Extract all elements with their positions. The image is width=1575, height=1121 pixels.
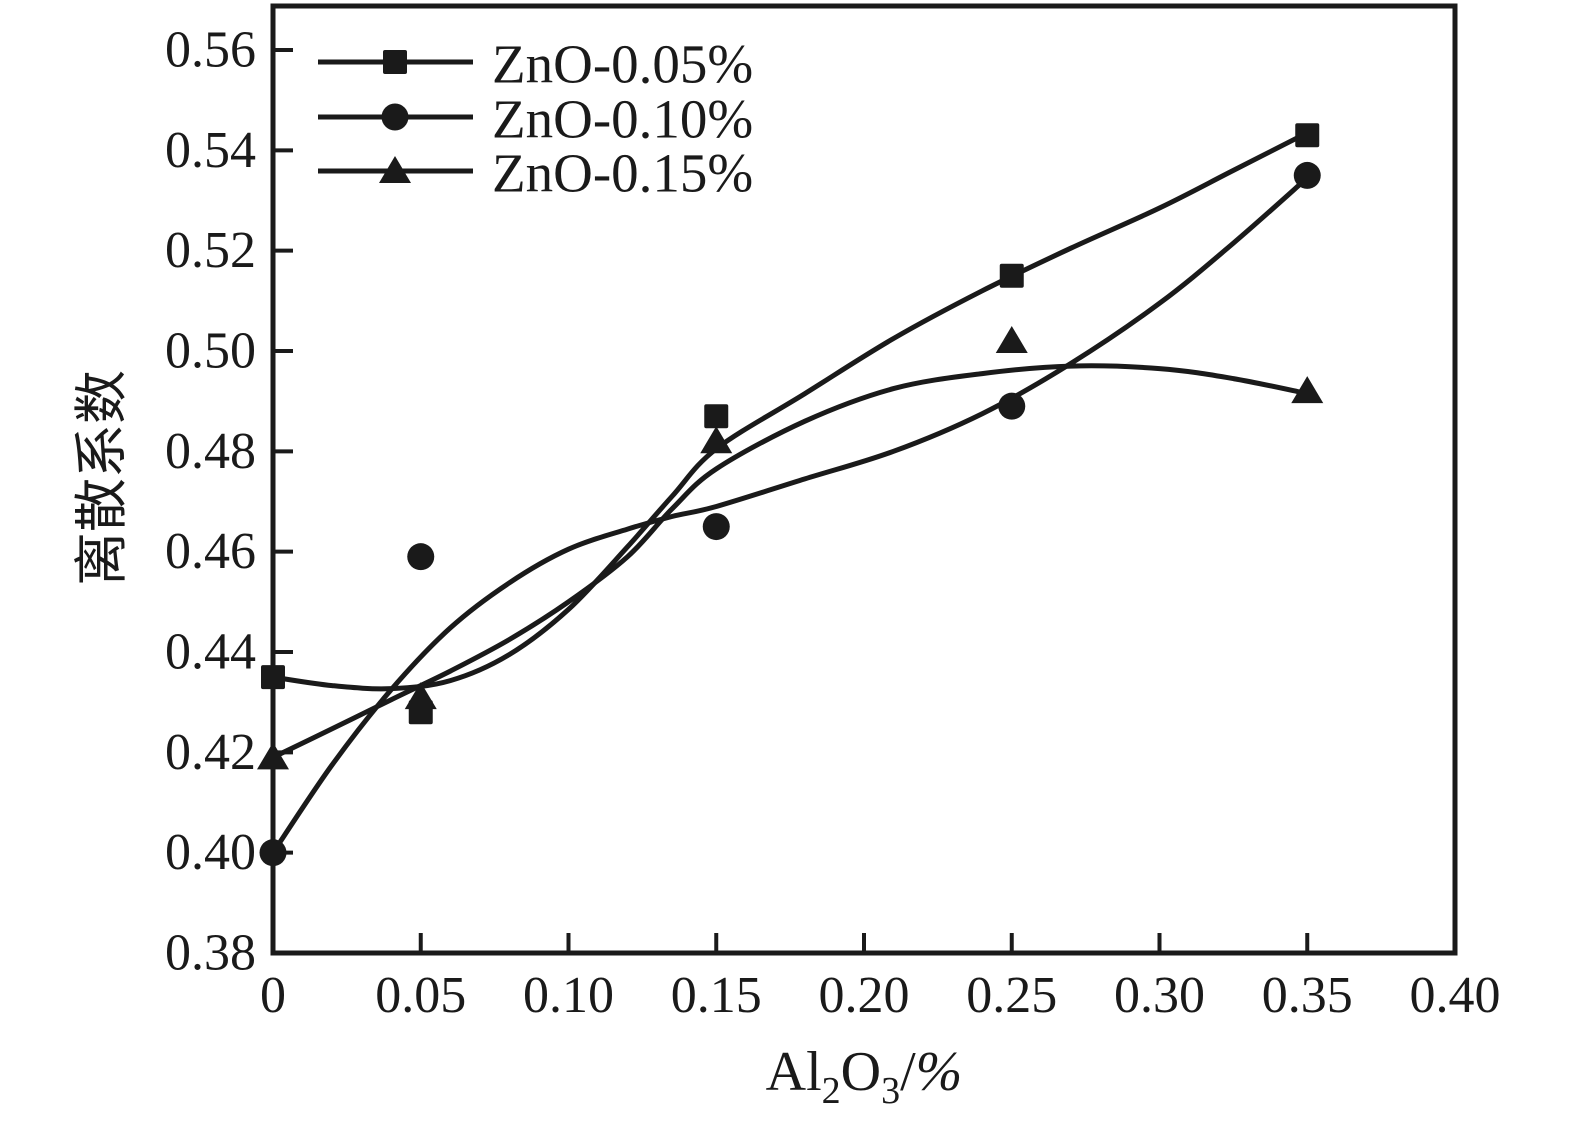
- data-point-circle: [407, 543, 435, 571]
- data-point-square: [704, 404, 729, 429]
- legend-item-label: ZnO-0.05%: [492, 34, 753, 95]
- legend-item-label: ZnO-0.15%: [492, 143, 753, 204]
- x-axis-tick-label: 0.25: [966, 967, 1057, 1024]
- data-point-circle: [702, 513, 730, 541]
- y-axis-tick-label: 0.46: [165, 523, 256, 580]
- x-axis-title-part: %: [916, 1041, 963, 1103]
- y-axis-tick-label: 0.38: [165, 925, 256, 982]
- y-axis-tick-label: 0.42: [165, 724, 256, 781]
- y-axis-tick-label: 0.48: [165, 423, 256, 480]
- x-axis-tick-label: 0: [260, 967, 286, 1024]
- x-axis-tick-label: 0.05: [375, 967, 466, 1024]
- x-axis-tick-label: 0.30: [1114, 967, 1205, 1024]
- legend-item-label: ZnO-0.10%: [492, 89, 753, 150]
- y-axis-tick-label: 0.52: [165, 222, 256, 279]
- data-point-triangle: [995, 325, 1028, 353]
- x-axis-title-part: Al: [766, 1041, 822, 1103]
- data-point-square: [261, 665, 285, 690]
- x-axis-tick-label: 0.40: [1410, 967, 1501, 1024]
- series-fit-curve-circle: [270, 175, 1310, 856]
- y-axis-tick-label: 0.40: [165, 824, 256, 881]
- y-axis-title: 离散系数: [72, 370, 132, 586]
- x-axis-title-part: 3: [881, 1070, 900, 1112]
- series-fit-curve-square: [270, 130, 1310, 692]
- series-fit-curve-triangle: [270, 363, 1310, 760]
- data-point-circle: [1293, 161, 1321, 189]
- data-point-triangle: [1291, 376, 1324, 404]
- y-axis-tick-label: 0.50: [165, 323, 256, 380]
- data-point-circle: [259, 839, 287, 867]
- y-axis-tick-label: 0.56: [165, 22, 256, 79]
- x-axis-title-part: 2: [822, 1070, 841, 1112]
- data-point-square: [1295, 123, 1320, 148]
- plot-frame: [270, 3, 1458, 956]
- x-axis-title-part: /: [900, 1041, 916, 1103]
- x-axis-tick-label: 0.20: [819, 967, 910, 1024]
- legend-marker-triangle-icon: [379, 156, 411, 183]
- data-point-triangle: [700, 426, 733, 454]
- data-point-triangle: [404, 682, 437, 710]
- x-axis-tick-label: 0.15: [671, 967, 762, 1024]
- x-axis-title: Al2O3/%: [766, 1041, 963, 1112]
- data-point-circle: [998, 392, 1026, 420]
- data-point-triangle: [257, 742, 289, 770]
- x-axis-tick-label: 0.10: [523, 967, 614, 1024]
- y-axis-tick-label: 0.44: [165, 624, 256, 681]
- legend-marker-circle-icon: [381, 103, 409, 131]
- data-point-square: [999, 263, 1024, 288]
- y-axis-tick-label: 0.54: [165, 122, 256, 179]
- x-axis-title-part: O: [841, 1041, 881, 1103]
- x-axis-tick-label: 0.35: [1262, 967, 1353, 1024]
- legend-marker-square-icon: [383, 50, 407, 74]
